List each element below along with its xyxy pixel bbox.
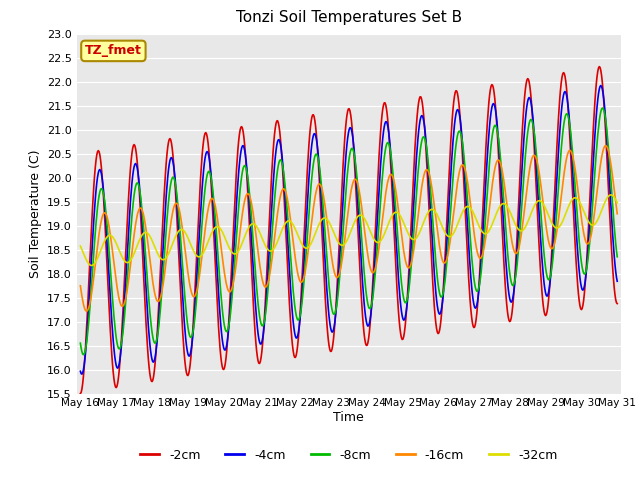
-2cm <box>613 300 621 306</box>
-32cm <box>607 192 615 198</box>
-16cm <box>87 295 95 301</box>
-32cm <box>77 243 84 249</box>
Title: Tonzi Soil Temperatures Set B: Tonzi Soil Temperatures Set B <box>236 11 462 25</box>
-8cm <box>77 340 84 346</box>
-32cm <box>415 232 422 238</box>
-16cm <box>613 211 621 216</box>
-16cm <box>415 208 422 214</box>
-2cm <box>595 64 603 70</box>
Line: -2cm: -2cm <box>81 67 617 394</box>
-2cm <box>141 308 149 313</box>
-8cm <box>613 254 621 260</box>
-4cm <box>77 368 84 374</box>
-16cm <box>77 283 84 288</box>
-2cm <box>196 188 204 193</box>
Line: -4cm: -4cm <box>81 85 617 374</box>
Line: -8cm: -8cm <box>81 108 617 355</box>
-4cm <box>78 371 86 377</box>
-16cm <box>431 203 438 208</box>
-4cm <box>196 208 204 214</box>
-32cm <box>86 262 94 268</box>
-8cm <box>87 292 95 298</box>
-8cm <box>431 240 438 245</box>
-16cm <box>142 227 150 232</box>
-4cm <box>613 278 621 284</box>
-32cm <box>88 263 95 268</box>
Y-axis label: Soil Temperature (C): Soil Temperature (C) <box>29 149 42 278</box>
-4cm <box>142 288 150 294</box>
-32cm <box>613 200 621 206</box>
Line: -16cm: -16cm <box>81 145 617 311</box>
-32cm <box>431 208 438 214</box>
-8cm <box>142 259 150 265</box>
-32cm <box>142 229 150 235</box>
-16cm <box>196 264 204 270</box>
-8cm <box>225 322 233 328</box>
-16cm <box>602 143 610 148</box>
-32cm <box>225 244 233 250</box>
-8cm <box>79 352 87 358</box>
-2cm <box>414 106 422 111</box>
-4cm <box>87 267 95 273</box>
-2cm <box>86 253 94 259</box>
-4cm <box>225 323 233 328</box>
X-axis label: Time: Time <box>333 411 364 424</box>
-4cm <box>415 129 422 134</box>
-8cm <box>196 240 204 246</box>
-16cm <box>83 308 90 314</box>
Line: -32cm: -32cm <box>81 195 617 265</box>
-16cm <box>225 288 233 294</box>
-2cm <box>429 292 437 298</box>
-2cm <box>225 328 232 334</box>
Legend: -2cm, -4cm, -8cm, -16cm, -32cm: -2cm, -4cm, -8cm, -16cm, -32cm <box>135 444 563 467</box>
Text: TZ_fmet: TZ_fmet <box>85 44 142 58</box>
-32cm <box>196 253 204 259</box>
-2cm <box>77 391 84 396</box>
-8cm <box>415 163 422 169</box>
-4cm <box>597 83 605 88</box>
-8cm <box>598 105 606 111</box>
-4cm <box>431 270 438 276</box>
